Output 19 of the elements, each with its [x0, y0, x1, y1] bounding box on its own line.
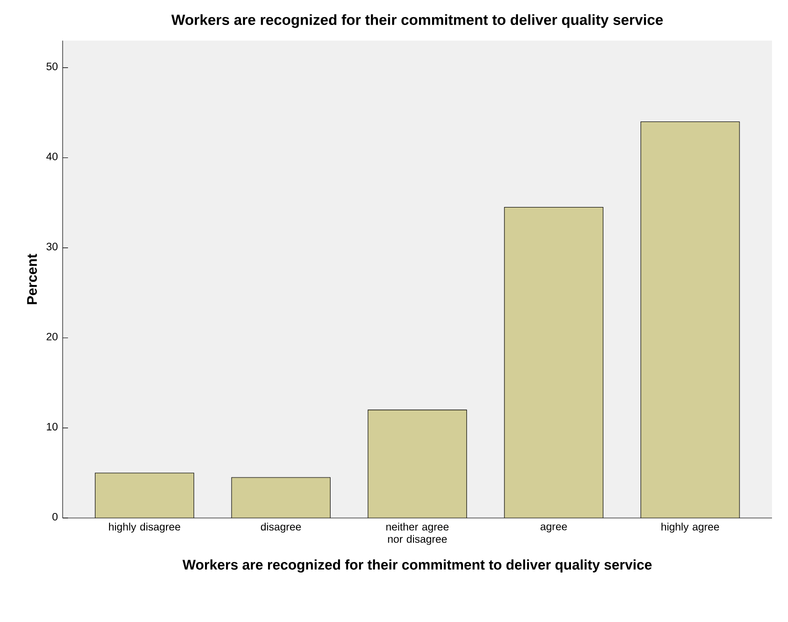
y-tick-label: 10	[46, 422, 58, 430]
x-tick-label: highly agree	[662, 522, 720, 533]
y-tick-label: 20	[46, 332, 58, 340]
x-tick-label: agree	[540, 524, 567, 532]
x-tick-label: highly disagree	[109, 522, 180, 533]
bar	[368, 410, 467, 518]
x-tick-label: neither agree nor disagree	[386, 522, 449, 545]
x-tick-label: disagree	[260, 522, 301, 533]
bar	[95, 472, 194, 518]
y-tick-label: 50	[46, 62, 58, 70]
x-axis-title: Workers are recognized for their commitment to deliver quality service	[182, 559, 652, 573]
y-tick-label: 0	[52, 512, 58, 521]
y-tick-label: 40	[46, 152, 58, 160]
bar	[504, 207, 604, 518]
y-axis-title: Percent	[27, 254, 37, 304]
y-tick-label: 30	[46, 242, 58, 250]
bar	[232, 477, 330, 518]
chart-title: Workers are recognized for their commitment to deliver quality service	[171, 14, 663, 28]
bar	[640, 121, 740, 518]
